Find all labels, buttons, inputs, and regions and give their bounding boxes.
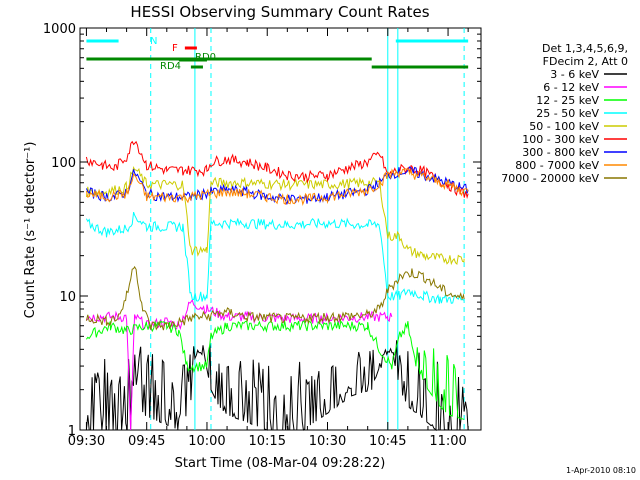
- x-tick-label-1: 09:45: [128, 434, 165, 449]
- legend-label-5: 100 - 300 keV: [522, 133, 599, 146]
- x-tick-label-6: 11:00: [429, 434, 466, 449]
- legend-header-1: FDecim 2, Att 0: [543, 55, 628, 68]
- x-tick-label-4: 10:30: [309, 434, 346, 449]
- series-line-8: [85, 265, 465, 331]
- legend-header-0: Det 1,3,4,5,6,9,: [542, 42, 628, 55]
- x-tick-label-0: 09:30: [68, 434, 105, 449]
- x-tick-label-5: 10:45: [369, 434, 406, 449]
- series-line-4: [85, 165, 465, 266]
- chart-title: HESSI Observing Summary Count Rates: [130, 3, 429, 21]
- series-line-5: [85, 140, 469, 200]
- attenuator-bars: NFRD0RD4: [86, 36, 469, 72]
- legend-label-1: 6 - 12 keV: [543, 81, 599, 94]
- plot-frame: [79, 27, 482, 431]
- x-axis: 09:30 09:45 10:00 10:15 10:30 10:45 11:00: [68, 28, 469, 449]
- y-tick-label-3: 1000: [43, 22, 76, 37]
- x-tick-label-3: 10:15: [249, 434, 286, 449]
- legend-label-6: 300 - 800 keV: [522, 146, 599, 159]
- legend-label-0: 3 - 6 keV: [550, 68, 599, 81]
- y-tick-label-0: 1: [68, 424, 76, 439]
- legend-label-8: 7000 - 20000 keV: [501, 172, 599, 185]
- y-tick-label-2: 100: [51, 156, 76, 171]
- series-line-3: [85, 211, 465, 304]
- y-tick-label-1: 10: [59, 290, 76, 305]
- series-line-7: [85, 168, 469, 206]
- x-tick-label-2: 10:00: [188, 434, 225, 449]
- footer-timestamp: 1-Apr-2010 08:10: [566, 466, 636, 475]
- state-bar-label-1: F: [172, 43, 178, 54]
- legend-label-4: 50 - 100 keV: [529, 120, 599, 133]
- legend-label-3: 25 - 50 keV: [536, 107, 599, 120]
- series-line-0: [85, 340, 469, 432]
- y-axis-label: Count Rate (s⁻¹ detector⁻¹): [23, 142, 38, 319]
- legend-label-2: 12 - 25 keV: [536, 94, 599, 107]
- series-line-2: [85, 320, 465, 420]
- series-group: [85, 140, 469, 432]
- state-bar-label-3: RD4: [160, 61, 181, 72]
- x-axis-label: Start Time (08-Mar-04 09:28:22): [175, 456, 386, 471]
- series-line-1: [86, 298, 393, 431]
- legend-label-7: 800 - 7000 keV: [515, 159, 599, 172]
- state-bar-label-0: N: [150, 36, 157, 47]
- y-axis: 1 10 100 1000: [43, 22, 481, 439]
- legend: Det 1,3,4,5,6,9,FDecim 2, Att 03 - 6 keV…: [501, 42, 628, 185]
